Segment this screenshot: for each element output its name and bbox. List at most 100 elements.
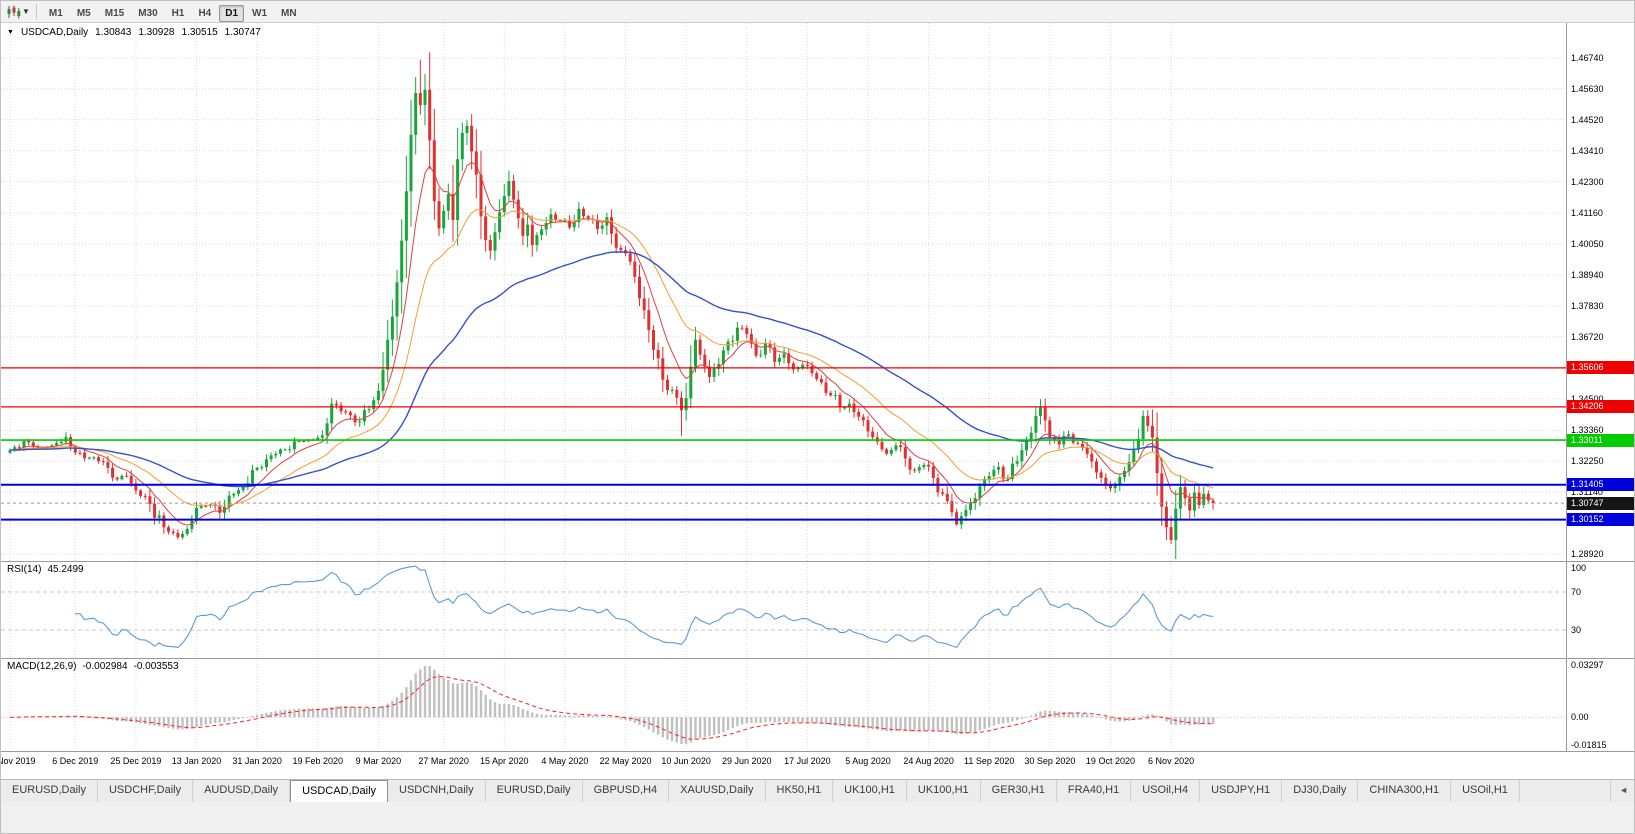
macd-indicator-name: MACD(12,26,9) [7, 661, 77, 672]
rsi-pane[interactable] [1, 561, 1566, 658]
main-chart-pane[interactable] [1, 23, 1566, 561]
rsi-indicator-value: 45.2499 [47, 564, 84, 575]
candles [8, 52, 1215, 559]
price-tag-1.30747: 1.30747 [1567, 496, 1634, 510]
chart-tab-dj30-daily[interactable]: DJ30,Daily [1282, 780, 1359, 803]
price-tag-1.33011: 1.33011 [1567, 433, 1634, 447]
price-axis-label: 1.33360 [1571, 425, 1604, 436]
triangle-down-icon: ▼ [7, 29, 14, 36]
macd-axis-label-0.00: 0.00 [1571, 712, 1589, 723]
chart-tab-usoil-h1[interactable]: USOil,H1 [1451, 780, 1520, 803]
timeframe-mn-button[interactable]: MN [281, 7, 297, 19]
chart-grid [1, 23, 1566, 561]
timeframe-m15-button[interactable]: M15 [104, 7, 125, 19]
price-tag-1.30152: 1.30152 [1567, 513, 1634, 527]
price-axis-label: 1.32250 [1571, 456, 1604, 467]
moving-average-21 [9, 208, 1214, 507]
rsi-label: RSI(14) 45.2499 [7, 564, 90, 575]
ohlc-close: 1.30747 [224, 27, 261, 38]
price-axis-label: 1.38940 [1571, 270, 1604, 281]
chart-tab-eurusd-daily[interactable]: EURUSD,Daily [485, 780, 583, 803]
date-axis-label: 22 May 2020 [599, 756, 652, 766]
tab-scroll-left-icon[interactable]: ◄ [1610, 780, 1634, 803]
date-axis[interactable]: 18 Nov 2019 6 Dec 2019 25 Dec 2019 13 Jan 2… [1, 751, 1566, 779]
price-axis-label: 1.44520 [1571, 114, 1604, 125]
timeframe-h1-button[interactable]: H1 [171, 7, 185, 19]
toolbar-separator [35, 4, 37, 19]
chart-tab-china300-h1[interactable]: CHINA300,H1 [1358, 780, 1452, 803]
price-axis-label: 1.42300 [1571, 176, 1604, 187]
price-tag-1.31405: 1.31405 [1567, 478, 1634, 492]
date-axis-label: 13 Jan 2020 [171, 756, 222, 766]
price-axis-label: 1.43410 [1571, 145, 1604, 156]
chart-tab-xauusd-daily[interactable]: XAUUSD,Daily [669, 780, 766, 803]
chart-tab-fra40-h1[interactable]: FRA40,H1 [1056, 780, 1132, 803]
toolbar: ▼ M1 M5 M15 M30 H1 H4 D1 W1 MN [1, 1, 1634, 23]
moving-average-55 [9, 251, 1214, 488]
chart-tab-usdcad-daily[interactable]: USDCAD,Daily [290, 780, 389, 803]
rsi-axis-label-70: 70 [1571, 587, 1582, 597]
date-axis-label: 4 May 2020 [541, 756, 589, 766]
date-axis-label: 6 Dec 2019 [52, 756, 99, 766]
ohlc-low: 1.30515 [181, 27, 218, 38]
chart-tab-audusd-daily[interactable]: AUDUSD,Daily [193, 780, 291, 803]
date-axis-label: 17 Jul 2020 [784, 756, 831, 766]
macd-axis-label-0.03297: 0.03297 [1571, 660, 1604, 670]
date-axis-label: 29 Jun 2020 [721, 756, 772, 766]
date-axis-label: 30 Sep 2020 [1024, 756, 1076, 766]
chart-tab-usdjpy-h1[interactable]: USDJPY,H1 [1200, 780, 1283, 803]
chevron-down-icon[interactable]: ▼ [22, 7, 30, 16]
macd-axis-label--0.01815: -0.01815 [1571, 740, 1607, 750]
rsi-indicator-name: RSI(14) [7, 564, 42, 575]
date-axis-label: 6 Nov 2020 [1148, 756, 1195, 766]
candlestick-chart-icon[interactable] [6, 5, 21, 19]
chart-tab-usdcnh-daily[interactable]: USDCNH,Daily [388, 780, 486, 803]
date-axis-label: 5 Aug 2020 [845, 756, 891, 766]
price-axis-label: 1.28920 [1571, 548, 1604, 559]
date-axis-label: 31 Jan 2020 [232, 756, 282, 766]
chart-tab-ger30-h1[interactable]: GER30,H1 [980, 780, 1057, 803]
chart-symbol: USDCAD,Daily [20, 27, 89, 38]
date-axis-label: 25 Dec 2019 [110, 756, 162, 766]
timeframe-w1-button[interactable]: W1 [252, 7, 268, 19]
ohlc-high: 1.30928 [138, 27, 175, 38]
chart-tab-usdchf-daily[interactable]: USDCHF,Daily [97, 780, 194, 803]
price-axis-border [1566, 23, 1567, 751]
date-axis-label: 9 Mar 2020 [355, 756, 402, 766]
chart-tab-usoil-h4[interactable]: USOil,H4 [1131, 780, 1201, 803]
pane-separator[interactable] [1, 561, 1634, 562]
timeframe-m1-button[interactable]: M1 [48, 7, 63, 19]
macd-signal-line [10, 676, 1214, 740]
chart-tab-eurusd-daily[interactable]: EURUSD,Daily [1, 780, 98, 803]
chart-tab-bar: EURUSD,Daily USDCHF,Daily AUDUSD,Daily USDC… [1, 779, 1634, 803]
chart-tab-uk100-h1[interactable]: UK100,H1 [906, 780, 981, 803]
chart-tab-gbpusd-h4[interactable]: GBPUSD,H4 [582, 780, 670, 803]
price-axis[interactable]: 1.46740 1.45630 1.44520 1.43410 1.42300 1.411… [1567, 23, 1634, 751]
pane-separator[interactable] [1, 658, 1634, 659]
macd-pane[interactable] [1, 658, 1566, 751]
timeframe-d1-button[interactable]: D1 [219, 4, 245, 22]
chart-title: ▼ USDCAD,Daily 1.30843 1.30928 1.30515 1.3074… [7, 27, 268, 38]
chart-tab-hk50-h1[interactable]: HK50,H1 [765, 780, 834, 803]
chart-region: ▼ USDCAD,Daily 1.30843 1.30928 1.30515 1.3074… [1, 23, 1634, 779]
price-tag-1.34206: 1.34206 [1567, 400, 1634, 414]
price-tag-1.35606: 1.35606 [1567, 361, 1634, 375]
price-axis-label: 1.36720 [1571, 331, 1604, 342]
macd-label: MACD(12,26,9) -0.002984 -0.003553 [7, 661, 185, 672]
price-axis-label: 1.40050 [1571, 239, 1604, 250]
macd-histogram [8, 665, 1215, 745]
date-axis-label: 19 Oct 2020 [1085, 756, 1135, 766]
timeframe-m5-button[interactable]: M5 [76, 7, 91, 19]
rsi-line [75, 565, 1214, 649]
timeframe-m30-button[interactable]: M30 [138, 7, 158, 19]
timeframe-button-group: M1 M5 M15 M30 H1 H4 D1 W1 MN [43, 3, 305, 22]
chart-tab-uk100-h1[interactable]: UK100,H1 [833, 780, 907, 803]
bottom-strip [1, 802, 1634, 833]
rsi-axis-label-30: 30 [1571, 625, 1582, 635]
date-axis-label: 10 Jun 2020 [661, 756, 711, 766]
price-axis-label: 1.46740 [1571, 53, 1604, 63]
price-axis-label: 1.45630 [1571, 83, 1604, 94]
candlestick-chart-icon-svg [7, 5, 21, 18]
price-axis-label: 1.34500 [1571, 393, 1604, 404]
timeframe-h4-button[interactable]: H4 [198, 7, 212, 19]
